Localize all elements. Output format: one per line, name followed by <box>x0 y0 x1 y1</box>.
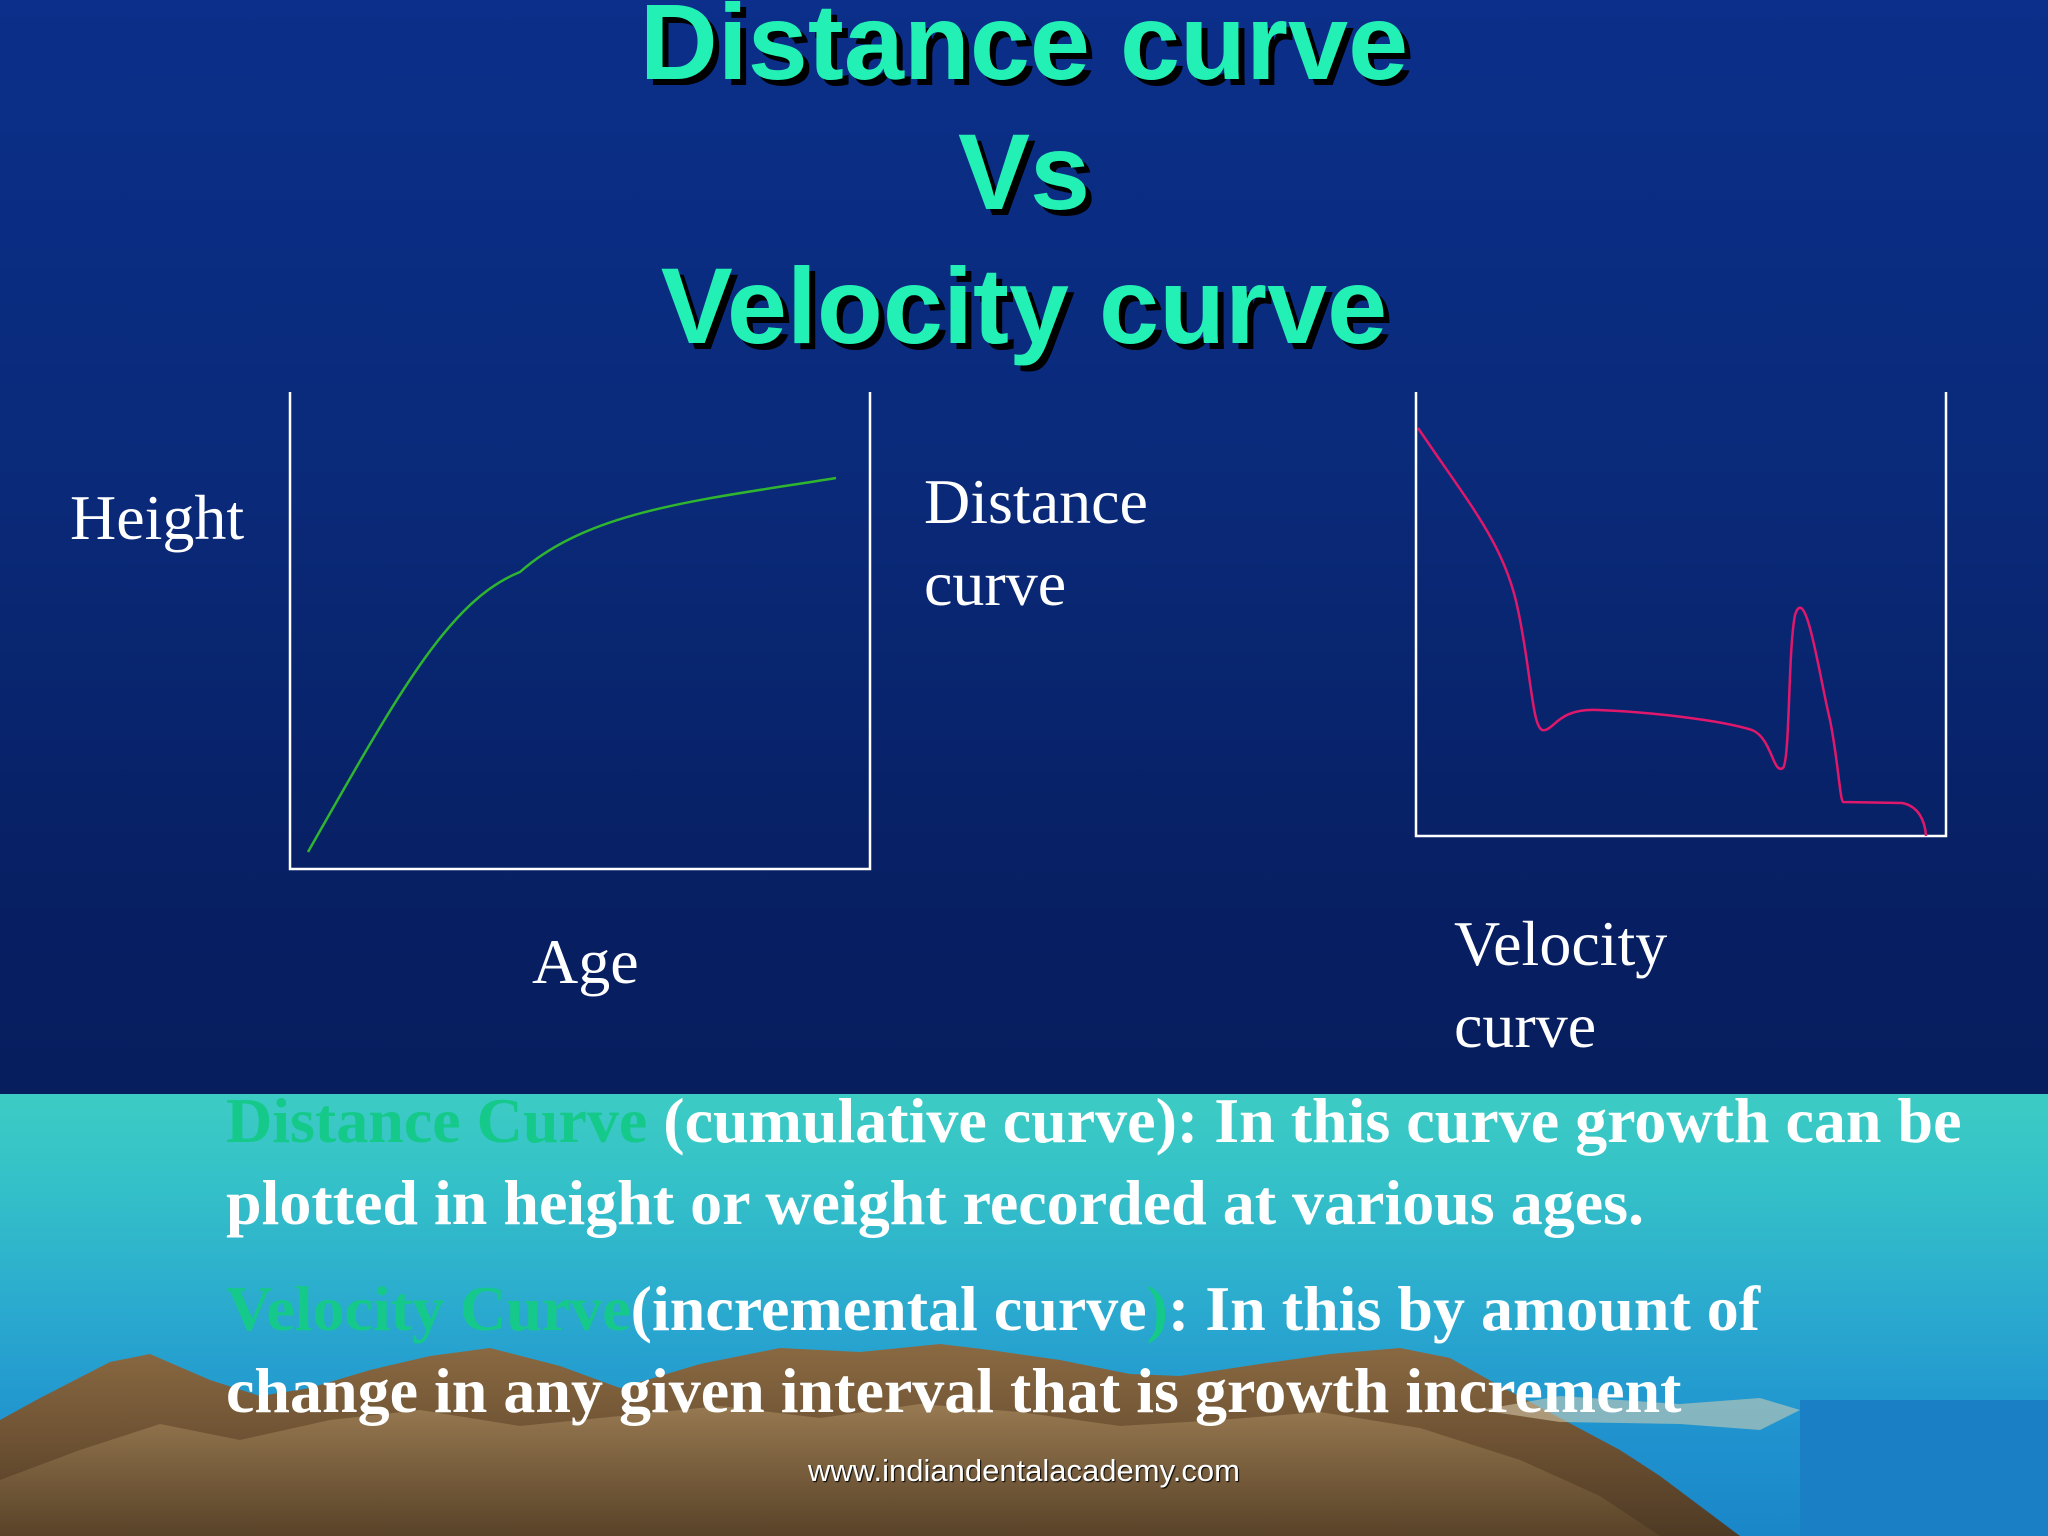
velocity-graph <box>1414 392 1948 838</box>
mountains-landscape <box>0 1344 2048 1536</box>
distance-caption-line-2: curve <box>924 548 1067 619</box>
velocity-curve-definition-part-2: : In this by amount of change in any giv… <box>226 1273 1761 1426</box>
distance-graph <box>288 392 872 871</box>
distance-curve <box>306 476 837 853</box>
title-line-1: Distance curve <box>639 0 1409 102</box>
velocity-curve-term: Velocity Curve <box>226 1273 631 1344</box>
graphs <box>288 392 1948 871</box>
body-text: Distance Curve (cumulative curve): In th… <box>226 1080 1966 1432</box>
title-line-2: Vs <box>957 111 1091 232</box>
para-velocity: Velocity Curve(incremental curve): In th… <box>226 1268 1966 1432</box>
distance-graph-frame <box>288 392 872 871</box>
distance-curve-definition: (cumulative curve): In this curve growth… <box>226 1085 1962 1238</box>
velocity-curve <box>1416 427 1928 837</box>
distance-caption-line-1: Distance <box>924 466 1148 537</box>
distance-curve-term: Distance Curve <box>226 1085 648 1156</box>
watermark-url: www.indiandentalacademy.com <box>808 1453 1240 1488</box>
velocity-curve-closing-paren: ) <box>1146 1273 1168 1344</box>
title-line-3: Velocity curve <box>660 245 1388 366</box>
velocity-graph-frame <box>1414 392 1948 838</box>
para-distance: Distance Curve (cumulative curve): In th… <box>226 1080 1966 1244</box>
velocity-caption-line-1: Velocity <box>1454 908 1668 979</box>
x-axis-label-age: Age <box>532 926 639 997</box>
y-axis-label-height: Height <box>70 482 245 553</box>
velocity-curve-definition-part-1: (incremental curve <box>630 1273 1147 1344</box>
velocity-caption-line-2: curve <box>1454 990 1597 1061</box>
